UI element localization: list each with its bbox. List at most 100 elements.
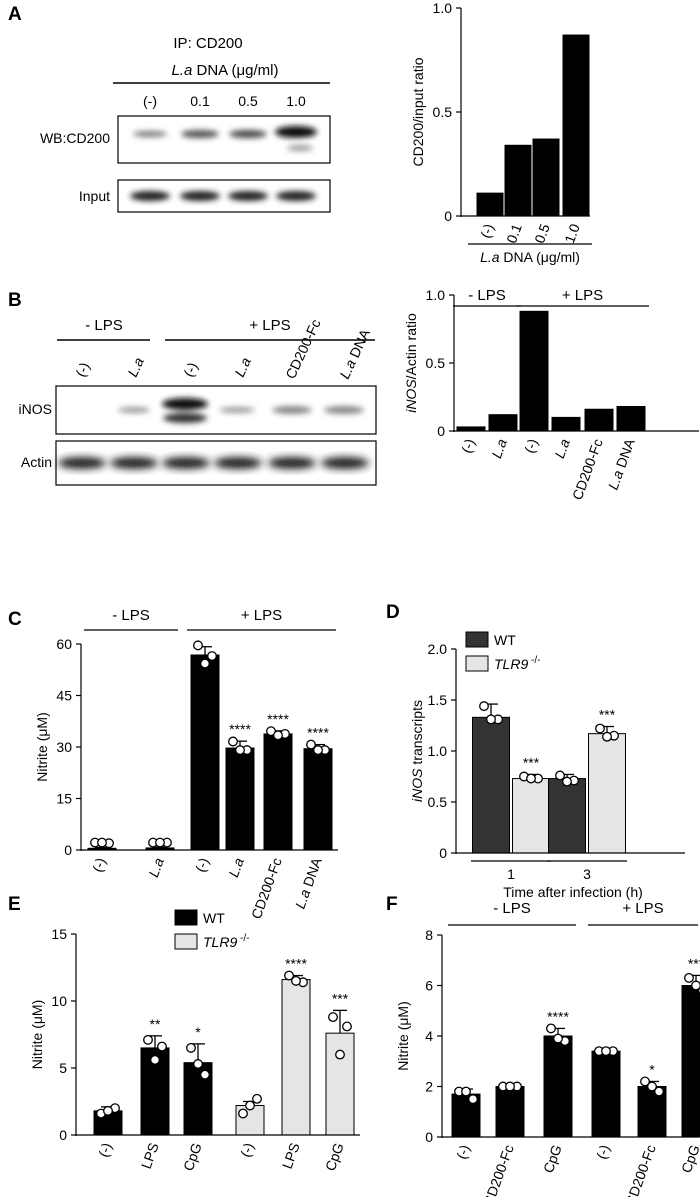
y-tick-label: 0	[425, 1129, 433, 1145]
actin-label: Actin	[21, 454, 52, 470]
significance-label: ****	[285, 956, 307, 972]
y-tick-label: 0	[64, 842, 72, 858]
y-tick-label: 30	[56, 739, 72, 755]
input-label: Input	[79, 188, 110, 204]
x-tick-label: (-)	[458, 437, 478, 456]
bar	[548, 778, 586, 854]
panel-b-blot: B - LPS + LPS (-) L.a (-) L.a CD200-Fc L…	[8, 290, 377, 486]
group-label: - LPS	[468, 287, 506, 304]
x-tick-label: L.a	[225, 855, 247, 879]
group-label: + LPS	[622, 900, 663, 917]
data-point	[526, 773, 536, 784]
bar	[588, 733, 626, 854]
y-tick-label: 2	[425, 1079, 433, 1095]
bar	[562, 34, 590, 217]
inos-label: iNOS	[19, 401, 52, 417]
bar	[495, 1086, 525, 1138]
data-point	[553, 1033, 563, 1044]
x-tick-label: (-)	[192, 856, 212, 875]
ip-label: IP: CD200	[173, 35, 242, 52]
legend-label: WT	[494, 632, 516, 648]
y-axis-label: CD200/input ratio	[410, 57, 426, 166]
data-point	[157, 1041, 167, 1052]
data-point	[691, 980, 700, 991]
y-tick-label: 0.5	[433, 104, 453, 120]
bar	[303, 748, 333, 851]
bar	[504, 144, 532, 217]
y-tick-label: 1.0	[433, 0, 453, 16]
x-tick-label: CpG	[678, 1143, 700, 1176]
blot-b-lane-3: (-)	[180, 360, 200, 379]
legend-swatch	[465, 655, 489, 672]
legend-label: TLR9 -/-	[494, 655, 540, 672]
x-tick-label: 1	[507, 866, 515, 882]
data-point	[601, 1046, 611, 1057]
blot-a-lane-1: (-)	[143, 93, 157, 109]
data-point	[479, 701, 489, 712]
data-point	[306, 739, 316, 750]
y-axis-label: iNOS transcripts	[409, 700, 425, 802]
panel-a-blot: A IP: CD200 L.a DNA (μg/ml) (-) 0.1 0.5 …	[8, 4, 331, 213]
significance-label: ***	[332, 990, 349, 1006]
wb-cd200-box	[117, 115, 331, 164]
bar	[616, 406, 646, 432]
x-tick-label: 0.5	[531, 221, 553, 245]
x-tick-label: 1.0	[561, 221, 583, 245]
x-tick-label: L.a	[551, 436, 573, 460]
data-point	[228, 736, 238, 747]
y-tick-label: 0	[444, 208, 452, 224]
legend-label: TLR9 -/-	[203, 933, 249, 950]
panel-letter-f: F	[386, 894, 398, 915]
group-label: - LPS	[493, 900, 531, 917]
y-tick-label: 5	[59, 1060, 67, 1076]
chart-c: 0 15 30 45 60 Nitrite (μM) (-) L.a (-) **** L.a ***…	[34, 607, 338, 921]
blot-b-plus-lps: + LPS	[249, 317, 290, 334]
y-tick-label: 60	[56, 636, 72, 652]
x-tick-label: L.a	[145, 855, 167, 879]
chart-e: 0 5 10 15 Nitrite (μM) (-) ** LPS * CpG (-) **** LPS…	[29, 909, 360, 1173]
input-bands	[130, 191, 316, 201]
y-tick-label: 0.5	[428, 794, 448, 810]
bar	[281, 979, 311, 1136]
panel-letter-d: D	[386, 602, 400, 623]
charts: 0 0.5 1.0 CD200/input ratio (-) 0.1 0.5 1.0 L.a …	[29, 0, 700, 1197]
bar	[584, 408, 614, 432]
y-tick-label: 2.0	[428, 641, 448, 657]
bar	[551, 416, 581, 432]
data-point	[103, 1105, 113, 1116]
bar	[325, 1032, 355, 1136]
legend-label: WT	[203, 910, 225, 926]
data-point	[555, 770, 565, 781]
x-tick-label: CD200-Fc	[480, 1143, 517, 1197]
inos-box	[55, 385, 377, 435]
y-tick-label: 10	[51, 993, 67, 1009]
data-point	[200, 1069, 210, 1080]
group-label: - LPS	[112, 607, 150, 624]
y-tick-label: 0.5	[426, 355, 446, 371]
x-tick-label: LPS	[279, 1141, 303, 1171]
data-point	[186, 1042, 196, 1053]
y-tick-label: 6	[425, 978, 433, 994]
x-tick-label: CD200-Fc	[569, 437, 606, 502]
y-tick-label: 1.0	[428, 743, 448, 759]
data-point	[546, 1023, 556, 1034]
panel-letter-a: A	[8, 4, 22, 25]
y-tick-label: 0	[439, 845, 447, 861]
y-axis-label: Nitrite (μM)	[395, 1001, 411, 1071]
y-axis-label: Nitrite (μM)	[29, 1000, 45, 1070]
x-axis-label: L.a DNA (μg/ml)	[480, 249, 580, 265]
bar	[488, 414, 518, 432]
significance-label: ****	[267, 711, 289, 727]
blot-b-lane-2: L.a	[124, 355, 147, 380]
x-tick-label: 0.1	[503, 221, 525, 245]
y-tick-label: 1.5	[428, 692, 448, 708]
blot-a-lane-4: 1.0	[286, 93, 306, 109]
data-point	[461, 1086, 471, 1097]
data-point	[238, 1108, 248, 1119]
significance-label: ***	[523, 754, 540, 770]
data-point	[640, 1076, 650, 1087]
x-tick-label: (-)	[95, 1141, 115, 1160]
data-point	[313, 745, 323, 756]
y-tick-label: 15	[51, 926, 67, 942]
